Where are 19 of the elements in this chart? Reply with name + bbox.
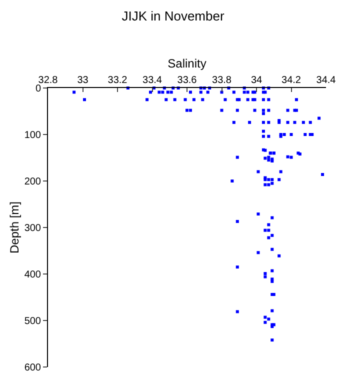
x-tick-label: 33.6 [177, 75, 198, 86]
x-axis-title: Salinity [168, 56, 206, 70]
x-tick-label: 34.2 [282, 75, 302, 86]
y-tick-label: 200 [24, 176, 42, 188]
y-tick-label: 600 [24, 362, 42, 374]
y-tick-label: 500 [24, 316, 42, 327]
x-tick-label: 33.2 [108, 75, 128, 86]
chart-title: JIJK in November [122, 8, 225, 24]
x-tick-label: 34.4 [316, 75, 336, 86]
y-tick-label: 300 [24, 223, 42, 234]
x-tick-label: 33 [77, 75, 89, 86]
x-tick-label: 32.8 [38, 75, 58, 86]
x-tick-label: 33.4 [142, 75, 162, 86]
y-tick-label: 0 [35, 84, 42, 94]
y-axis-title: Depth [m] [8, 201, 22, 254]
y-tick-label: 100 [24, 130, 42, 141]
x-tick-label: 34 [250, 75, 262, 86]
y-tick-label: 400 [24, 270, 42, 280]
x-tick-label: 33.8 [212, 75, 232, 86]
